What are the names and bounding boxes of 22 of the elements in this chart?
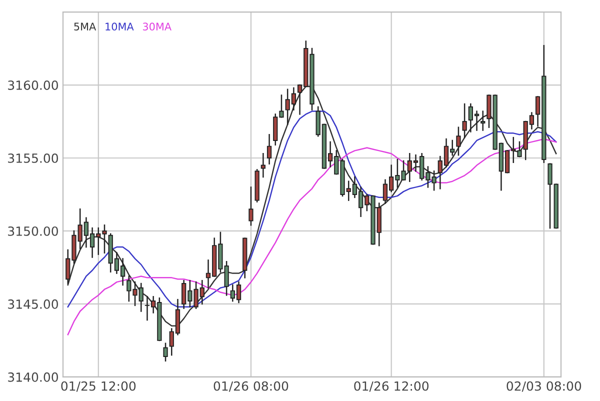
line-series <box>67 86 557 326</box>
x-tick-label: 01/26 08:00 <box>214 381 288 392</box>
candlestick <box>480 110 486 131</box>
y-tick-label: 3145.00 <box>8 299 58 309</box>
y-tick-label: 3155.00 <box>8 153 58 163</box>
candlestick <box>462 103 467 138</box>
x-tick-label: 01/25 12:00 <box>61 381 136 392</box>
y-tick-label: 3160.00 <box>8 80 58 90</box>
y-tick-label: 3140.00 <box>8 372 58 382</box>
candlestick <box>266 134 272 164</box>
line-series <box>67 110 557 308</box>
line-series <box>67 138 557 336</box>
candlestick <box>248 186 254 226</box>
candlestick <box>456 126 461 156</box>
x-tick-label: 02/03 08:00 <box>506 381 582 392</box>
text: 10MA <box>106 22 134 31</box>
candlestick <box>260 152 266 178</box>
x-tick-label: 01/26 12:00 <box>354 381 429 392</box>
y-tick-label: 3150.00 <box>8 226 58 236</box>
text: 5MA <box>74 22 96 31</box>
candlestick <box>163 342 168 362</box>
text: 30MA <box>142 22 172 31</box>
